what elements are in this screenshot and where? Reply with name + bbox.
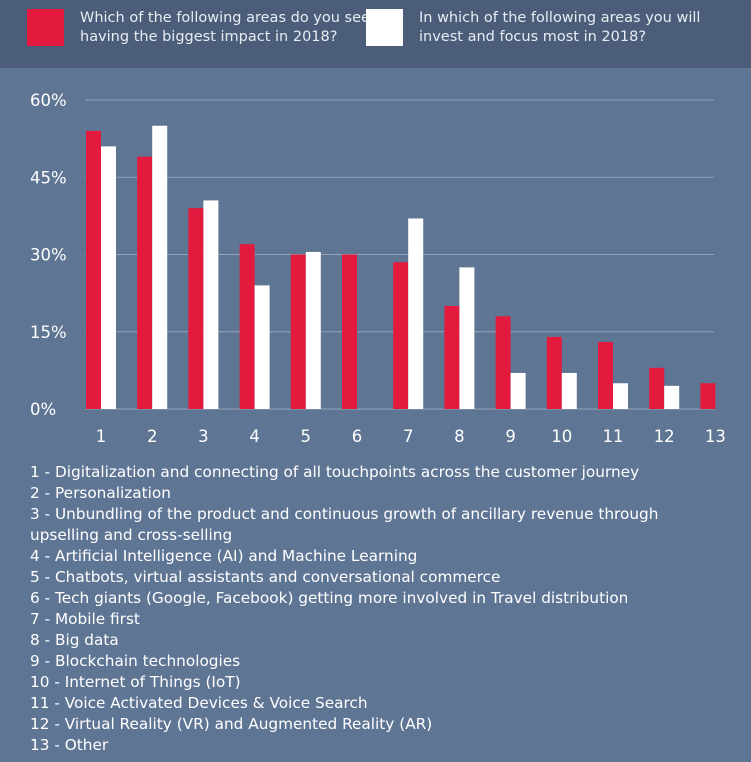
y-tick-label: 0%	[30, 400, 56, 419]
bar-impact-5	[290, 254, 306, 409]
category-description-item: 2 - Personalization	[30, 484, 171, 502]
category-description-item: 4 - Artificial Intelligence (AI) and Mac…	[30, 547, 418, 565]
bar-impact-7	[393, 262, 409, 409]
chart-legend: Which of the following areas do you see …	[0, 0, 751, 68]
bar-impact-3	[188, 208, 204, 409]
category-description-item: 10 - Internet of Things (IoT)	[30, 673, 241, 691]
bar-impact-4	[239, 244, 255, 409]
category-description-item: 6 - Tech giants (Google, Facebook) getti…	[30, 589, 629, 607]
bar-invest-12	[664, 385, 680, 409]
bar-invest-10	[561, 372, 577, 409]
legend-swatch-white	[366, 9, 403, 46]
category-description-item: 7 - Mobile first	[30, 610, 140, 628]
category-description-item: 5 - Chatbots, virtual assistants and con…	[30, 568, 501, 586]
bar-impact-13	[700, 383, 716, 409]
category-description-item: 3 - Unbundling of the product and contin…	[30, 505, 659, 544]
x-tick-label: 3	[198, 427, 209, 446]
legend-label-invest: In which of the following areas you will…	[419, 10, 701, 45]
x-tick-label: 12	[654, 427, 675, 446]
category-description-item: 8 - Big data	[30, 631, 119, 649]
bar-invest-2	[152, 125, 168, 409]
x-tick-label: 11	[603, 427, 624, 446]
bar-impact-12	[649, 367, 665, 409]
x-tick-label: 2	[147, 427, 158, 446]
x-tick-label: 6	[352, 427, 363, 446]
x-tick-label: 9	[505, 427, 516, 446]
x-tick-label: 7	[403, 427, 414, 446]
bar-impact-10	[546, 336, 562, 409]
bar-impact-1	[86, 130, 101, 409]
category-description-item: 1 - Digitalization and connecting of all…	[30, 463, 640, 481]
bar-chart: 60%45%30%15%0%1 2 3 4 5 6 7 8 9 10 11 12 13	[30, 91, 726, 446]
bar-invest-8	[459, 267, 475, 409]
x-tick-label: 5	[301, 427, 312, 446]
x-tick-label: 4	[249, 427, 260, 446]
x-tick-label: 10	[551, 427, 572, 446]
bar-impact-11	[598, 342, 613, 409]
category-description-item: 9 - Blockchain technologies	[30, 652, 241, 670]
category-description-item: 11 - Voice Activated Devices & Voice Sea…	[30, 694, 368, 712]
legend-item-invest: In which of the following areas you will…	[366, 9, 719, 47]
category-description-list: 1 - Digitalization and connecting of all…	[30, 462, 730, 756]
bar-impact-9	[495, 316, 511, 409]
y-tick-label: 60%	[30, 91, 67, 110]
bar-invest-4	[254, 285, 270, 409]
legend-item-impact: Which of the following areas do you see …	[27, 9, 380, 47]
x-tick-label: 13	[705, 427, 726, 446]
bar-invest-9	[510, 372, 526, 409]
bar-invest-3	[203, 200, 219, 409]
bar-impact-2	[137, 156, 153, 409]
category-description-item: 13 - Other	[30, 736, 109, 754]
bar-impact-8	[444, 306, 460, 409]
bar-invest-1	[101, 146, 116, 409]
y-tick-label: 30%	[30, 246, 67, 265]
bar-invest-11	[613, 383, 628, 409]
legend-label-impact: Which of the following areas do you see …	[80, 10, 370, 45]
x-tick-label: 1	[96, 427, 107, 446]
legend-swatch-red	[27, 9, 64, 46]
y-tick-label: 15%	[30, 323, 67, 342]
category-description-item: 12 - Virtual Reality (VR) and Augmented …	[30, 715, 433, 733]
bar-impact-6	[342, 254, 357, 409]
y-tick-label: 45%	[30, 168, 67, 187]
x-tick-label: 8	[454, 427, 465, 446]
bar-invest-5	[305, 251, 321, 409]
bar-invest-7	[408, 218, 424, 409]
